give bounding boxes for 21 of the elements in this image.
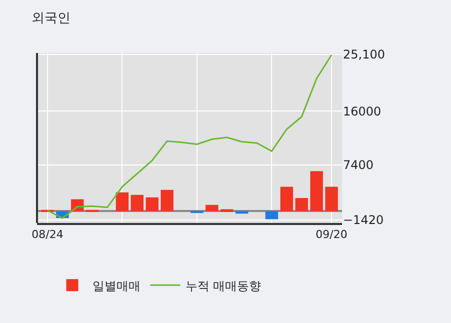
bar — [310, 171, 323, 212]
bar — [160, 190, 174, 212]
line-series — [46, 54, 332, 219]
bar — [206, 204, 218, 212]
x-tick-label: 08/24 — [32, 228, 64, 242]
x-tick-label: 09/20 — [316, 228, 348, 242]
y-tick-label: 16000 — [343, 104, 382, 118]
bar — [280, 186, 294, 212]
legend-label: 누적 매매동향 — [185, 278, 262, 293]
bar — [130, 194, 144, 212]
bar — [295, 198, 308, 212]
legend-label: 일별매매 — [92, 278, 140, 293]
bar — [325, 186, 338, 212]
bar — [235, 211, 248, 214]
chart-title: 외국인 — [32, 11, 71, 26]
y-tick-label: 7400 — [343, 158, 374, 172]
y-tick-label: −1420 — [343, 213, 384, 228]
y-tick-label: 25,100 — [343, 47, 385, 62]
bar — [146, 197, 158, 212]
bar — [116, 192, 129, 212]
bar — [265, 211, 278, 220]
